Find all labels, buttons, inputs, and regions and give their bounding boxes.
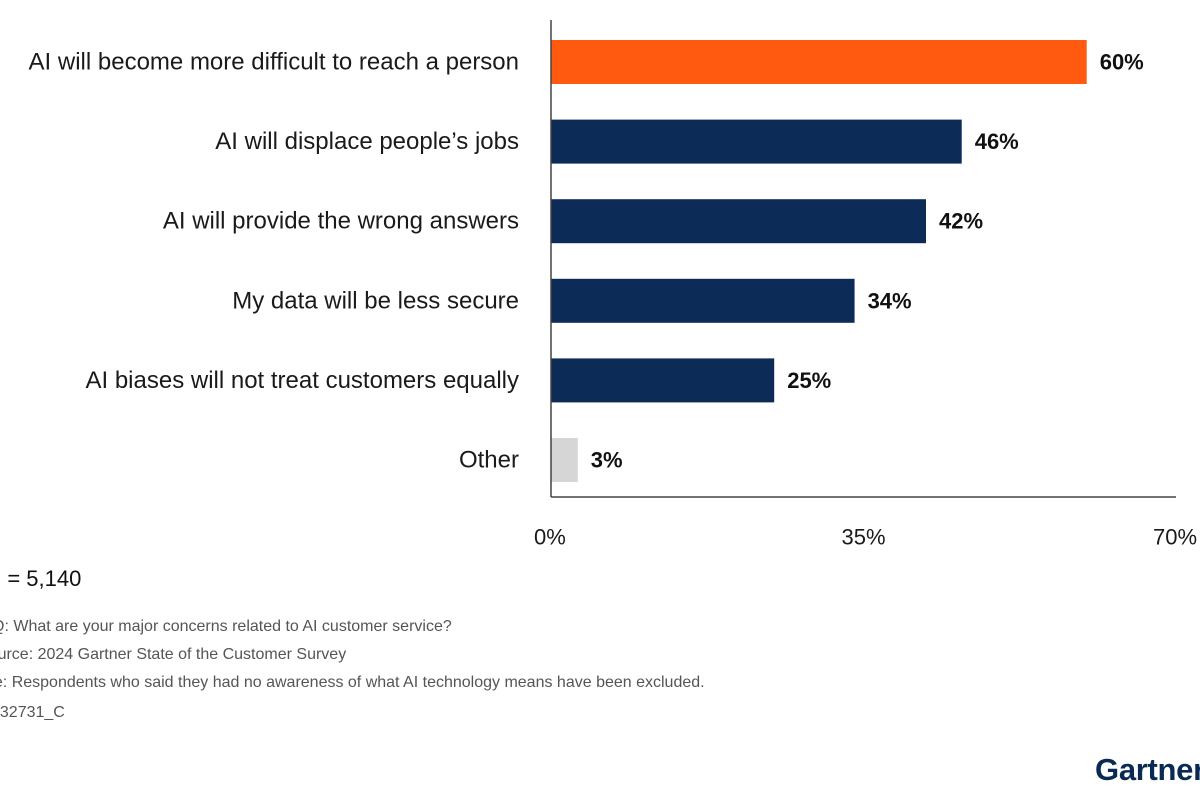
ticks-layer: 0% 35% 70%: [534, 525, 1197, 550]
value-label-2: 46%: [975, 129, 1019, 154]
category-label-4: My data will be less secure: [232, 287, 519, 314]
value-label-5: 25%: [787, 368, 831, 393]
sample-size: n = 5,140: [0, 566, 82, 591]
chart-id: 832731_C: [0, 704, 65, 721]
bar-2: [551, 119, 962, 164]
category-label-5: AI biases will not treat customers equal…: [85, 367, 519, 394]
category-label-2: AI will displace people’s jobs: [215, 128, 519, 155]
value-label-3: 42%: [939, 209, 983, 234]
bar-1: [551, 40, 1087, 84]
category-label-1: AI will become more difficult to reach a…: [29, 49, 519, 76]
value-label-4: 34%: [868, 288, 912, 313]
bar-chart: AI will become more difficult to reach a…: [29, 20, 1197, 550]
x-tick-label-3: 70%: [1153, 525, 1197, 550]
x-tick-label-1: 0%: [534, 525, 566, 550]
gartner-logo: Gartner: [1095, 752, 1200, 787]
survey-question: Q: What are your major concerns related …: [0, 618, 452, 635]
value-label-1: 60%: [1100, 50, 1144, 75]
source-note: Source: 2024 Gartner State of the Custom…: [0, 646, 347, 663]
category-label-3: AI will provide the wrong answers: [163, 208, 519, 235]
value-label-6: 3%: [591, 448, 623, 473]
bar-3: [551, 199, 926, 244]
labels-layer: AI will become more difficult to reach a…: [29, 49, 1144, 474]
bar-4: [551, 278, 855, 323]
bar-6: [551, 438, 578, 482]
category-label-6: Other: [459, 447, 519, 474]
bars-layer: [551, 40, 1087, 482]
exclusion-note: Note: Respondents who said they had no a…: [0, 674, 705, 691]
bar-5: [551, 358, 775, 403]
x-tick-label-2: 35%: [841, 525, 885, 550]
